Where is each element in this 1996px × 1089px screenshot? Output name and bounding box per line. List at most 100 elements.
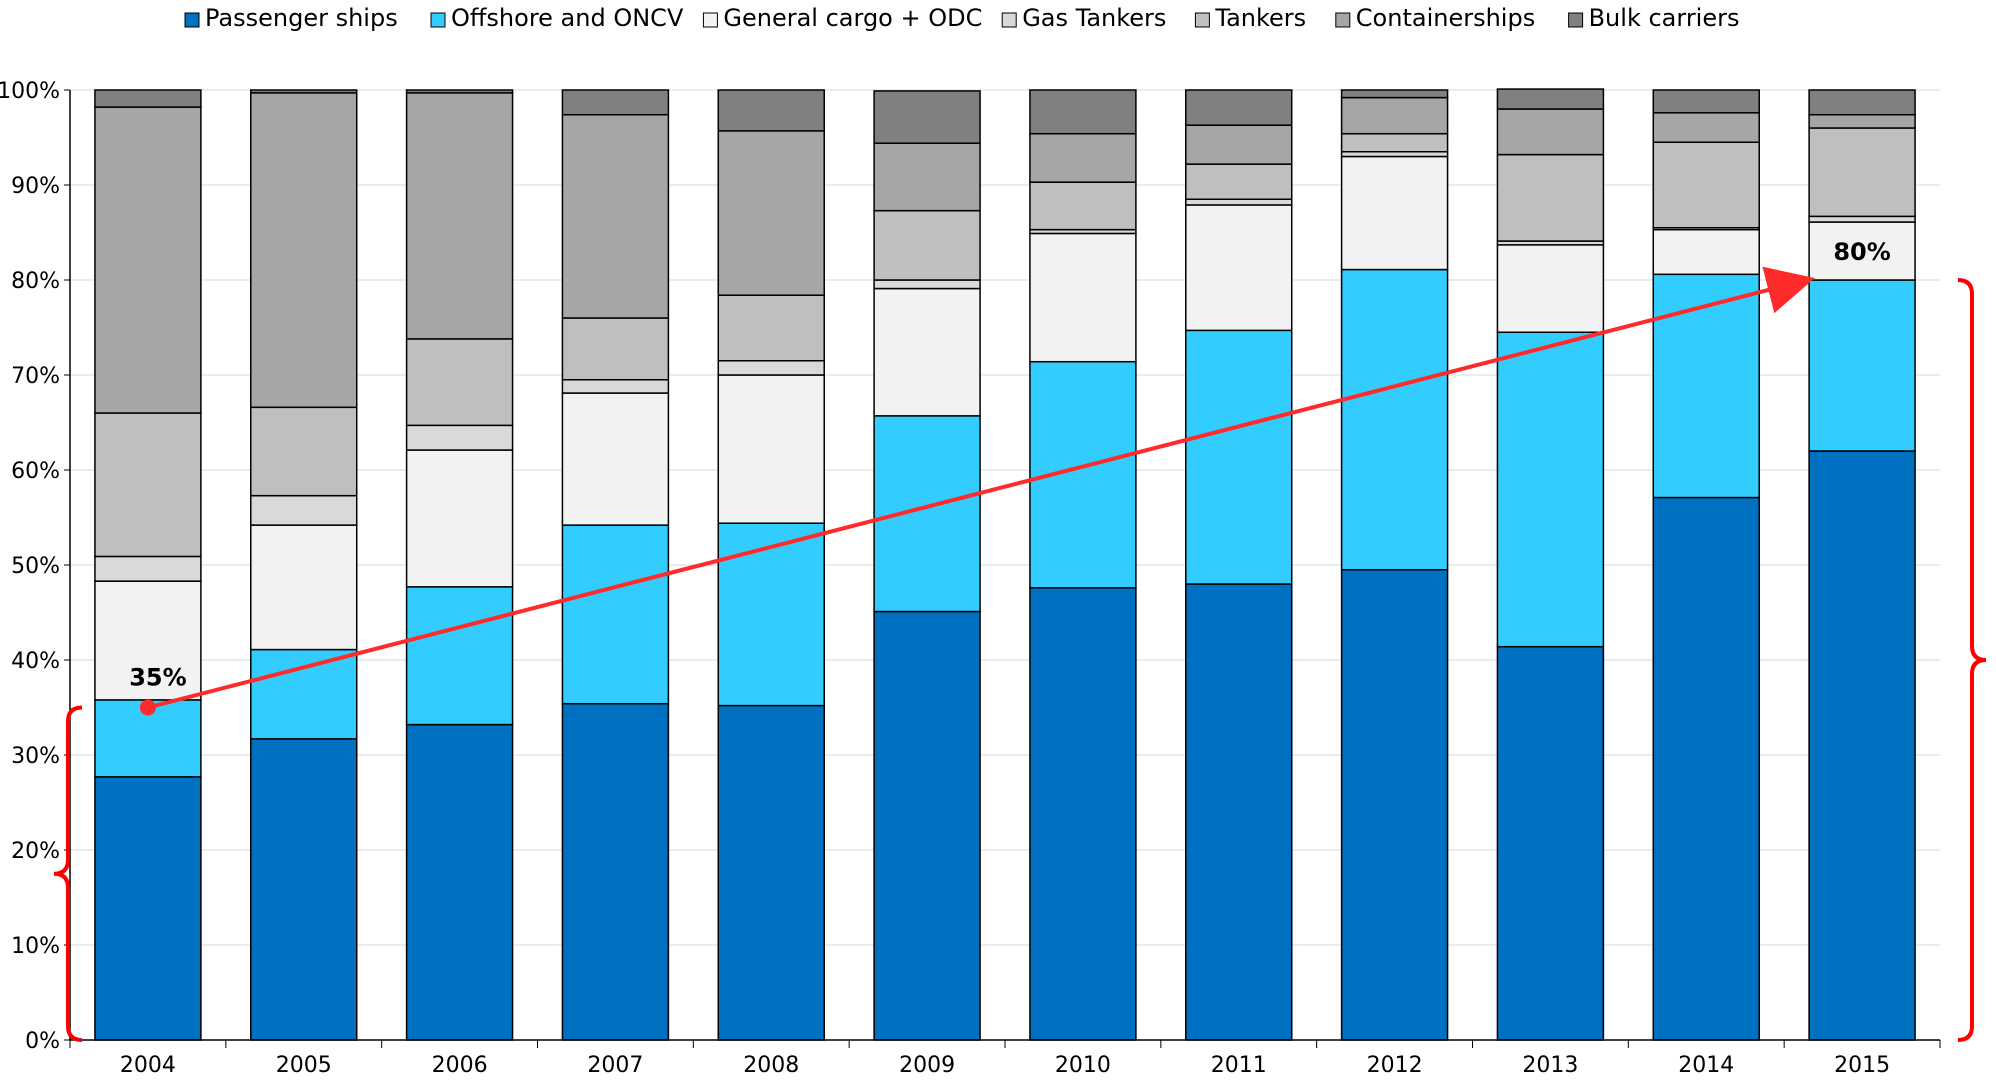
bar-segment xyxy=(873,610,981,1041)
bar-segment xyxy=(561,317,670,381)
bar-segment xyxy=(561,89,670,116)
bar-segment xyxy=(1652,141,1760,229)
bar-segment xyxy=(1340,268,1449,571)
x-tick-label: 2007 xyxy=(587,1053,643,1078)
x-tick-label: 2005 xyxy=(276,1053,332,1078)
bar-segment xyxy=(1652,112,1760,144)
y-tick-label: 90% xyxy=(11,174,60,199)
legend: Passenger ships Offshore and ONCV General … xyxy=(184,4,1740,32)
x-axis: 2004 2005 2006 2007 2008 2009 2010 2011 2012 2013… xyxy=(69,1039,1941,1078)
bar-segment xyxy=(1496,88,1605,110)
bar-segment xyxy=(1185,198,1293,206)
left-bracket xyxy=(53,705,83,1042)
bar-segment xyxy=(717,130,825,296)
legend-item: General cargo + ODC xyxy=(702,4,982,32)
bar-segment xyxy=(94,555,202,582)
bar-segment xyxy=(1340,569,1449,1041)
bar-segment xyxy=(561,113,670,319)
bar-segment xyxy=(1808,279,1916,452)
bar-segment xyxy=(405,586,514,726)
bar-segment xyxy=(405,723,514,1041)
legend-label: Passenger ships xyxy=(205,4,398,32)
bar-segment xyxy=(250,92,358,409)
bar-segment xyxy=(561,524,670,705)
bar-segment xyxy=(1340,96,1449,135)
bar-segment xyxy=(1029,587,1137,1041)
x-tick-label: 2004 xyxy=(120,1053,176,1078)
legend-swatch xyxy=(1335,12,1351,28)
legend-item: Offshore and ONCV xyxy=(430,4,684,32)
x-tick-label: 2011 xyxy=(1211,1053,1267,1078)
bar-segment xyxy=(873,209,981,281)
annotation-label: 80% xyxy=(1833,238,1890,266)
bar-segment xyxy=(1340,132,1449,153)
right-bracket xyxy=(1957,278,1987,1042)
bar-segment xyxy=(717,704,825,1041)
trend-arrow-start xyxy=(139,699,156,716)
bar-segment xyxy=(1496,331,1605,648)
legend-swatch xyxy=(702,12,718,28)
bar-segment xyxy=(1652,228,1760,276)
y-tick-label: 70% xyxy=(11,364,60,389)
y-tick-label: 80% xyxy=(11,269,60,294)
legend-item: Containerships xyxy=(1335,4,1535,32)
legend-swatch xyxy=(1568,12,1584,28)
bar-segment xyxy=(405,424,514,451)
legend-label: Offshore and ONCV xyxy=(451,4,684,32)
legend-label: Gas Tankers xyxy=(1022,4,1166,32)
annotations: 35% 80% xyxy=(53,238,1987,1042)
bar-segment xyxy=(873,279,981,290)
bar-segment xyxy=(1029,89,1137,135)
y-tick-label: 30% xyxy=(11,744,60,769)
bar-segment xyxy=(1652,273,1760,499)
y-tick-label: 50% xyxy=(11,554,60,579)
bar-segment xyxy=(717,294,825,362)
bar-segment xyxy=(405,92,514,340)
bar-segment xyxy=(1185,583,1293,1041)
gridlines xyxy=(70,89,1940,1041)
bar-segment xyxy=(1185,89,1293,126)
bar-segment xyxy=(1496,645,1605,1041)
legend-label: Bulk carriers xyxy=(1589,4,1740,32)
bar-segment xyxy=(561,379,670,394)
y-tick-label: 40% xyxy=(11,649,60,674)
bar-segment xyxy=(1808,215,1916,223)
bar-segment xyxy=(250,738,358,1041)
bar-segment xyxy=(561,702,670,1041)
x-tick-label: 2010 xyxy=(1055,1053,1111,1078)
x-tick-label: 2014 xyxy=(1678,1053,1734,1078)
bar-segment xyxy=(1340,89,1449,99)
bar-segment xyxy=(94,776,202,1041)
bar-segment xyxy=(873,142,981,212)
bar-segment xyxy=(873,90,981,144)
bar-segment xyxy=(717,360,825,376)
bar-segment xyxy=(94,89,202,108)
x-tick-label: 2012 xyxy=(1367,1053,1423,1078)
bar-segment xyxy=(873,415,981,613)
bar-segment xyxy=(1496,108,1605,156)
legend-swatch xyxy=(430,12,446,28)
bar-segment xyxy=(1496,244,1605,334)
bar-segment xyxy=(1808,127,1916,218)
y-axis: 0% 10% 20% 30% 40% 50% 60% 70% 80% 90% 100% xyxy=(0,79,71,1054)
bar-segment xyxy=(250,406,358,497)
bar-segment xyxy=(1185,124,1293,165)
bar-segment xyxy=(1808,113,1916,129)
legend-label: Containerships xyxy=(1356,4,1535,32)
y-tick-label: 0% xyxy=(25,1029,60,1054)
bar-segment xyxy=(405,338,514,427)
legend-item: Gas Tankers xyxy=(1001,4,1166,32)
bar-segment xyxy=(1340,155,1449,271)
bar-segment xyxy=(717,89,825,132)
bar-segment xyxy=(1029,132,1137,183)
bar-segment xyxy=(250,524,358,651)
legend-item: Tankers xyxy=(1194,4,1306,32)
bar-segment xyxy=(1808,450,1916,1041)
annotation-label: 35% xyxy=(129,664,186,692)
bar-segment xyxy=(1185,204,1293,332)
bar-segment xyxy=(250,648,358,740)
bar-segment xyxy=(405,89,514,94)
bar-segment xyxy=(250,89,358,94)
x-tick-label: 2008 xyxy=(743,1053,799,1078)
